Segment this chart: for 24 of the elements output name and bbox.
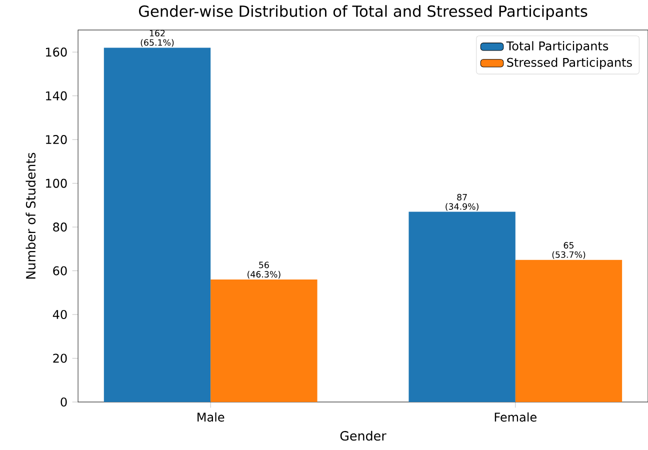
y-tick-label: 20	[53, 354, 67, 363]
data-label: 87 (34.9%)	[446, 194, 478, 211]
data-label: 65 (53.7%)	[552, 242, 586, 259]
y-tick-label: 100	[46, 178, 67, 188]
bar	[515, 260, 622, 402]
legend-label: Total Participants	[506, 41, 608, 53]
y-tick-label: 160	[46, 48, 67, 57]
y-tick-label: 120	[46, 135, 67, 144]
x-tick-label: Male	[198, 412, 224, 422]
bar	[210, 280, 318, 402]
y-axis-title: Number of Students	[26, 152, 36, 279]
x-tick-label: Female	[494, 412, 536, 422]
y-tick-label: 40	[52, 310, 67, 320]
data-label: 56 (46.3%)	[248, 262, 280, 279]
y-tick-label: 60	[53, 266, 67, 276]
data-label: 162 (65.1%)	[140, 30, 174, 47]
y-tick-label: 140	[46, 91, 67, 100]
x-axis-title: Gender	[340, 430, 386, 441]
bar	[408, 212, 516, 402]
y-tick-label: 0	[60, 397, 67, 407]
legend-label: Stressed Participants	[507, 58, 632, 70]
y-tick-label: 80	[53, 222, 67, 232]
bar	[104, 48, 211, 402]
chart-title: Gender-wise Distribution of Total and Stressed Participants	[138, 5, 588, 20]
